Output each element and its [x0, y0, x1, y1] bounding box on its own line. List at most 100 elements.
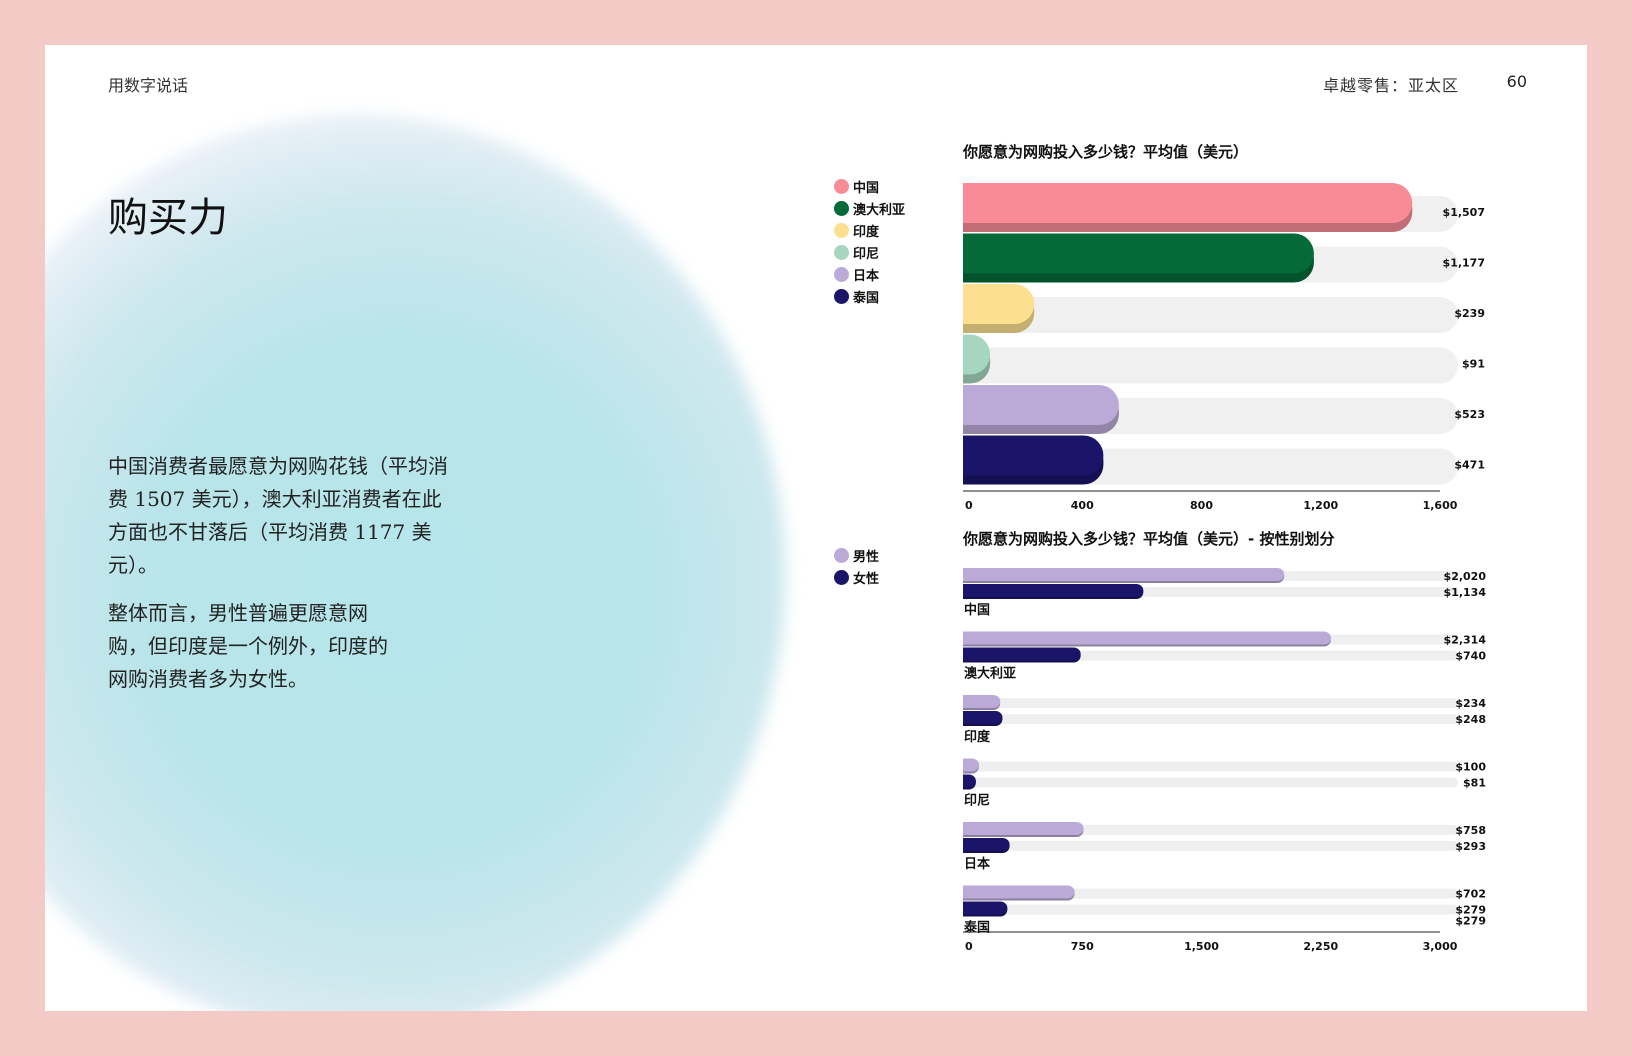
category-label-泰国: 泰国 — [963, 920, 990, 936]
charts-canvas: 你愿意为网购投入多少钱？平均值（美元） $1,507 $1,177 $239 $91 $5… — [939, 143, 1487, 960]
legend-swatch — [834, 569, 849, 585]
category-label-澳大利亚: 澳大利亚 — [964, 666, 1016, 682]
country-legend-item: 印度 — [834, 219, 905, 241]
legend-swatch — [834, 200, 849, 216]
bar-日本-男性 — [955, 822, 1084, 835]
background-gradient-blob — [45, 115, 785, 1011]
chart2-xtick-label: 1,500 — [1184, 940, 1219, 953]
chart2-left-mask — [951, 560, 963, 960]
bar-澳大利亚-女性 — [955, 647, 1081, 661]
page-number: 60 — [1506, 72, 1527, 91]
chart1-title: 你愿意为网购投入多少钱？平均值（美元） — [962, 143, 1248, 161]
bar-value-label: $100 — [1455, 761, 1486, 774]
bar-value-label: $1,507 — [1443, 206, 1485, 219]
legend-swatch — [834, 222, 849, 238]
bar-value-label: $702 — [1455, 888, 1486, 901]
category-label-日本: 日本 — [964, 856, 990, 872]
chart1-xtick-label: 1,600 — [1423, 499, 1458, 512]
chart2-title: 你愿意为网购投入多少钱？平均值（美元）- 按性别划分 — [962, 530, 1334, 548]
bar-泰国 — [943, 435, 1104, 476]
bar-value-label: $758 — [1455, 824, 1486, 837]
bar-value-label: $1,134 — [1444, 586, 1487, 599]
bar-value-label: $523 — [1454, 408, 1485, 421]
bar-track — [963, 347, 1458, 384]
legend-swatch — [834, 547, 849, 563]
page-title: 购买力 — [108, 195, 228, 241]
report-title-header: 卓越零售：亚太区 — [1322, 76, 1459, 95]
chart2-xtick-label: 3,000 — [1423, 940, 1458, 953]
chart2-xtick-label: 2,250 — [1303, 940, 1338, 953]
bar-日本-女性 — [955, 838, 1010, 851]
chart1-xtick-label: 800 — [1190, 499, 1213, 512]
chart1-left-mask — [939, 175, 963, 495]
bar-track — [963, 888, 1458, 899]
bar-track — [963, 297, 1458, 333]
bar-中国-男性 — [955, 568, 1285, 581]
legend-label: 印尼 — [853, 246, 880, 262]
gender-legend: 男性 女性 — [834, 544, 879, 588]
chart2-xtick-label: 750 — [1071, 940, 1094, 953]
bar-track — [963, 904, 1458, 915]
bar-泰国-男性 — [955, 885, 1075, 899]
legend-label: 女性 — [853, 571, 880, 587]
bar-印度 — [943, 284, 1035, 324]
country-legend: 中国澳大利亚印度印尼日本泰国 — [834, 175, 905, 307]
legend-label: 澳大利亚 — [853, 202, 906, 218]
bar-泰国-女性 — [955, 901, 1008, 915]
bar-track — [963, 825, 1458, 835]
country-legend-item: 印尼 — [834, 241, 905, 263]
chart1-xtick-label: 0 — [965, 499, 973, 512]
bar-track — [963, 714, 1458, 724]
bar-value-label: $239 — [1454, 307, 1485, 320]
bar-track — [963, 650, 1458, 661]
category-label-中国: 中国 — [964, 602, 990, 618]
bar-value-label: $248 — [1455, 713, 1486, 726]
gender-legend-item: 男性 — [834, 544, 879, 566]
bar-value-label: $2,020 — [1444, 570, 1487, 583]
country-legend-item: 日本 — [834, 263, 905, 285]
chart1-xtick-label: 400 — [1071, 499, 1094, 512]
gender-legend-item: 女性 — [834, 566, 879, 588]
legend-swatch — [834, 288, 849, 304]
bar-value-label: $471 — [1454, 459, 1485, 472]
report-page: 用数字说话 卓越零售：亚太区 60 购买力 中国消费者最愿意为网购花钱（平均消费… — [45, 45, 1587, 1011]
bar-澳大利亚-男性 — [955, 631, 1331, 645]
bar-value-label: $1,177 — [1443, 257, 1485, 270]
bar-value-label: $293 — [1455, 840, 1486, 853]
bar-track — [963, 761, 1458, 772]
chart2-xtick-label: 0 — [965, 940, 973, 953]
paragraph-1: 中国消费者最愿意为网购花钱（平均消费 1507 美元），澳大利亚消费者在此方面也… — [108, 454, 448, 577]
chart1-xtick-label: 1,200 — [1303, 499, 1338, 512]
bar-日本 — [943, 385, 1119, 425]
category-label-印尼: 印尼 — [964, 794, 990, 809]
bar-value-label: $91 — [1462, 358, 1485, 371]
legend-label: 男性 — [853, 549, 880, 565]
bar-中国 — [943, 183, 1413, 223]
bar-澳大利亚 — [943, 233, 1314, 274]
legend-swatch — [834, 178, 849, 194]
bar-value-label: $234 — [1455, 697, 1486, 710]
legend-label: 日本 — [853, 268, 880, 284]
bar-value-label: $2,314 — [1444, 634, 1487, 647]
bar-value-label: $740 — [1455, 650, 1486, 663]
bar-value-label: $279 — [1455, 904, 1486, 917]
legend-label: 泰国 — [853, 290, 880, 306]
bar-印度-男性 — [955, 695, 1001, 708]
bar-track — [963, 841, 1458, 851]
legend-label: 印度 — [853, 224, 880, 240]
legend-label: 中国 — [853, 180, 880, 196]
country-legend-item: 中国 — [834, 175, 905, 197]
legend-swatch — [834, 266, 849, 282]
paragraph-2: 整体而言，男性普遍更愿意网购，但印度是一个例外，印度的网购消费者多为女性。 — [108, 601, 388, 691]
country-legend-item: 澳大利亚 — [834, 197, 905, 219]
legend-swatch — [834, 244, 849, 260]
bar-value-label-extra: $279 — [1455, 915, 1486, 928]
bar-track — [963, 777, 1458, 788]
section-header: 用数字说话 — [108, 76, 189, 95]
bar-中国-女性 — [955, 584, 1144, 597]
category-label-印度: 印度 — [964, 729, 991, 745]
country-legend-item: 泰国 — [834, 285, 905, 307]
bar-印度-女性 — [955, 711, 1003, 724]
bar-track — [963, 698, 1458, 708]
bar-value-label: $81 — [1463, 777, 1486, 790]
